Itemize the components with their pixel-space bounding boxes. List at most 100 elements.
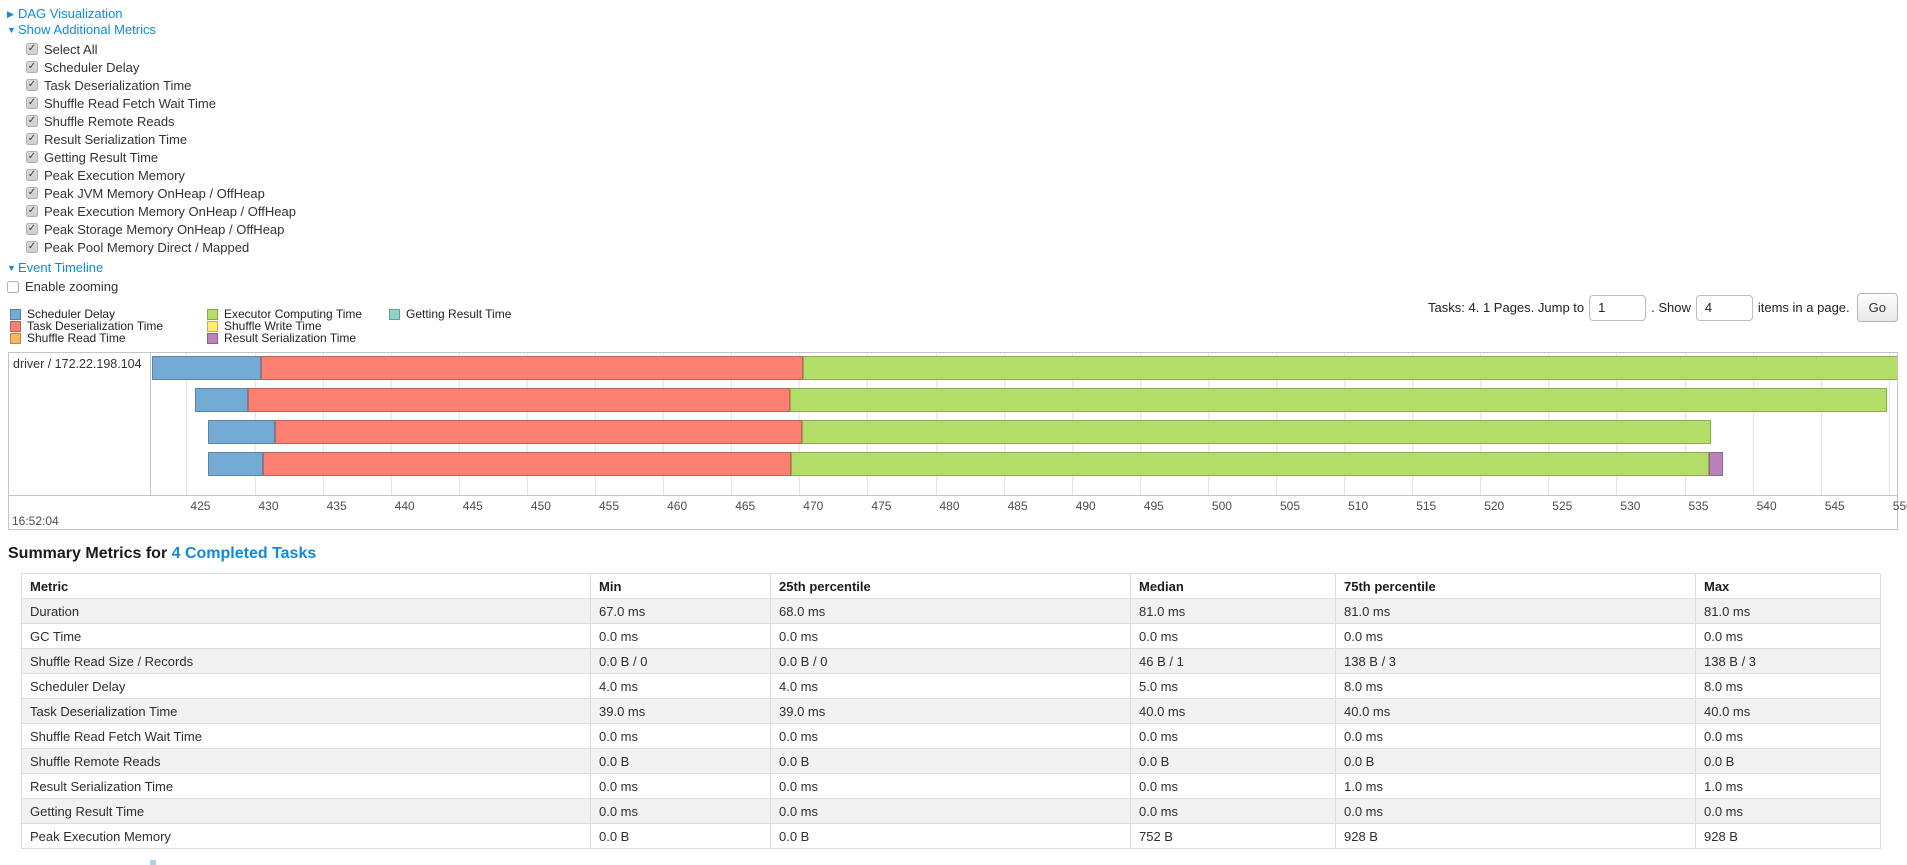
enable-zooming-checkbox[interactable]: Enable zooming bbox=[7, 278, 296, 295]
metric-checkbox-scheduler-delay[interactable]: ✓ Scheduler Delay bbox=[26, 58, 296, 76]
task-bar-segment-task-deserialization[interactable] bbox=[262, 452, 792, 476]
checkbox-checked-icon: ✓ bbox=[26, 151, 38, 163]
go-button[interactable]: Go bbox=[1856, 293, 1898, 322]
checkbox-checked-icon: ✓ bbox=[26, 61, 38, 73]
table-cell: 8.0 ms bbox=[1695, 673, 1881, 699]
task-bar-segment-executor-computing[interactable] bbox=[803, 356, 1897, 380]
summary-metrics-title: Summary Metrics for 4 Completed Tasks bbox=[8, 545, 316, 563]
timeline-legend: Scheduler Delay Task Deserialization Time… bbox=[10, 308, 511, 344]
table-row-shuffle-remote-reads: Shuffle Remote Reads 0.0 B 0.0 B 0.0 B 0.0 B… bbox=[21, 748, 1881, 774]
table-cell: 0.0 ms bbox=[1335, 623, 1696, 649]
checkbox-checked-icon: ✓ bbox=[26, 223, 38, 235]
dag-visualization-link[interactable]: ▶ DAG Visualization bbox=[7, 6, 296, 22]
metric-checkbox-peak-pool-memory-direct-mapped[interactable]: ✓ Peak Pool Memory Direct / Mapped bbox=[26, 238, 296, 256]
metric-checkbox-label: Peak Execution Memory OnHeap / OffHeap bbox=[44, 203, 296, 219]
table-cell: 81.0 ms bbox=[1695, 598, 1881, 624]
show-additional-metrics-link[interactable]: ▼ Show Additional Metrics bbox=[7, 22, 296, 38]
jump-to-page-input[interactable] bbox=[1589, 294, 1647, 321]
metric-checkbox-peak-execution-memory[interactable]: ✓ Peak Execution Memory bbox=[26, 166, 296, 184]
table-column-header: Min bbox=[590, 573, 771, 599]
task-bar-segment-scheduler-delay[interactable] bbox=[194, 388, 249, 412]
table-cell: 5.0 ms bbox=[1130, 673, 1336, 699]
show-additional-metrics-label[interactable]: Show Additional Metrics bbox=[18, 22, 157, 37]
items-per-page-input[interactable] bbox=[1695, 294, 1753, 321]
checkbox-checked-icon: ✓ bbox=[26, 133, 38, 145]
enable-zooming-label: Enable zooming bbox=[25, 279, 119, 294]
event-timeline-label[interactable]: Event Timeline bbox=[18, 260, 104, 275]
table-cell: Scheduler Delay bbox=[21, 673, 591, 699]
table-row-gc-time: GC Time 0.0 ms 0.0 ms 0.0 ms 0.0 ms 0.0 ms bbox=[21, 623, 1881, 649]
checkbox-checked-icon: ✓ bbox=[26, 169, 38, 181]
axis-tick-label: 495 bbox=[1143, 499, 1164, 513]
table-column-header: 75th percentile bbox=[1335, 573, 1696, 599]
table-cell: Peak Execution Memory bbox=[21, 823, 591, 849]
axis-tick-label: 480 bbox=[939, 499, 960, 513]
metric-checkbox-shuffle-remote-reads[interactable]: ✓ Shuffle Remote Reads bbox=[26, 112, 296, 130]
metric-checkbox-peak-jvm-memory-onheap-offheap[interactable]: ✓ Peak JVM Memory OnHeap / OffHeap bbox=[26, 184, 296, 202]
metric-checkbox-select-all[interactable]: ✓ Select All bbox=[26, 40, 296, 58]
table-cell: 40.0 ms bbox=[1130, 698, 1336, 724]
table-cell: 0.0 ms bbox=[1130, 723, 1336, 749]
task-bar-segment-scheduler-delay[interactable] bbox=[208, 420, 275, 444]
items-per-page-label: items in a page. bbox=[1757, 300, 1850, 315]
metric-checkbox-label: Select All bbox=[44, 41, 98, 57]
executor-group-label: driver / 172.22.198.104 bbox=[13, 357, 142, 371]
metric-checkbox-peak-storage-memory-onheap-offheap[interactable]: ✓ Peak Storage Memory OnHeap / OffHeap bbox=[26, 220, 296, 238]
table-cell: 1.0 ms bbox=[1695, 773, 1881, 799]
summary-title-prefix: Summary Metrics for bbox=[8, 545, 172, 562]
checkbox-checked-icon: ✓ bbox=[26, 43, 38, 55]
task-bar-segment-task-deserialization[interactable] bbox=[248, 388, 791, 412]
axis-tick-label: 530 bbox=[1620, 499, 1641, 513]
task-bar-segment-executor-computing[interactable] bbox=[790, 388, 1887, 412]
table-cell: GC Time bbox=[21, 623, 591, 649]
task-bar-segment-result-serialization[interactable] bbox=[1709, 452, 1724, 476]
chevron-right-icon: ▶ bbox=[7, 9, 14, 19]
axis-gridline bbox=[1752, 353, 1754, 495]
axis-tick-label: 470 bbox=[803, 499, 824, 513]
axis-gridline bbox=[1888, 353, 1890, 495]
task-bar-segment-task-deserialization[interactable] bbox=[274, 420, 802, 444]
chevron-down-icon: ▼ bbox=[7, 25, 16, 35]
table-cell: 39.0 ms bbox=[770, 698, 1131, 724]
table-cell: 0.0 B bbox=[770, 823, 1131, 849]
legend-item-shuffle-write: Shuffle Write Time bbox=[207, 320, 389, 332]
table-column-header: Max bbox=[1695, 573, 1881, 599]
metric-checkbox-label: Peak Pool Memory Direct / Mapped bbox=[44, 239, 250, 255]
show-label: . Show bbox=[1651, 300, 1691, 315]
table-cell: 0.0 B bbox=[1695, 748, 1881, 774]
legend-item-getting-result: Getting Result Time bbox=[389, 308, 511, 320]
table-row-getting-result-time: Getting Result Time 0.0 ms 0.0 ms 0.0 ms 0.0… bbox=[21, 798, 1881, 824]
table-cell: 4.0 ms bbox=[770, 673, 1131, 699]
legend-label: Executor Computing Time bbox=[224, 307, 363, 321]
task-bar-segment-executor-computing[interactable] bbox=[791, 452, 1709, 476]
legend-label: Shuffle Read Time bbox=[27, 331, 126, 345]
table-cell: 68.0 ms bbox=[770, 598, 1131, 624]
metric-checkbox-peak-execution-memory-onheap-offheap[interactable]: ✓ Peak Execution Memory OnHeap / OffHeap bbox=[26, 202, 296, 220]
axis-tick-label: 535 bbox=[1688, 499, 1709, 513]
event-timeline-link[interactable]: ▼ Event Timeline bbox=[7, 260, 296, 276]
table-cell: 0.0 B / 0 bbox=[770, 648, 1131, 674]
table-cell: 0.0 B bbox=[1130, 748, 1336, 774]
completed-tasks-link[interactable]: 4 Completed Tasks bbox=[171, 545, 317, 562]
axis-tick-label: 435 bbox=[326, 499, 347, 513]
task-pagination: Tasks: 4. 1 Pages. Jump to . Show items … bbox=[1428, 293, 1898, 322]
table-cell: 0.0 B bbox=[590, 748, 771, 774]
axis-gridline bbox=[1820, 353, 1822, 495]
table-cell: 0.0 ms bbox=[1695, 623, 1881, 649]
legend-swatch-shuffle-read bbox=[10, 332, 21, 344]
task-bar-segment-scheduler-delay[interactable] bbox=[152, 356, 262, 380]
metric-checkbox-shuffle-read-fetch-wait-time[interactable]: ✓ Shuffle Read Fetch Wait Time bbox=[26, 94, 296, 112]
axis-tick-label: 425 bbox=[190, 499, 211, 513]
metric-checkbox-label: Peak Execution Memory bbox=[44, 167, 185, 183]
metric-checkbox-result-serialization-time[interactable]: ✓ Result Serialization Time bbox=[26, 130, 296, 148]
table-cell: 0.0 ms bbox=[770, 723, 1131, 749]
table-cell: Task Deserialization Time bbox=[21, 698, 591, 724]
metric-checkbox-task-deserialization-time[interactable]: ✓ Task Deserialization Time bbox=[26, 76, 296, 94]
dag-visualization-label[interactable]: DAG Visualization bbox=[18, 6, 123, 21]
task-bar-segment-scheduler-delay[interactable] bbox=[208, 452, 263, 476]
axis-tick-label: 490 bbox=[1075, 499, 1096, 513]
metric-checkbox-getting-result-time[interactable]: ✓ Getting Result Time bbox=[26, 148, 296, 166]
table-cell: 0.0 ms bbox=[1130, 798, 1336, 824]
task-bar-segment-executor-computing[interactable] bbox=[802, 420, 1712, 444]
task-bar-segment-task-deserialization[interactable] bbox=[261, 356, 804, 380]
